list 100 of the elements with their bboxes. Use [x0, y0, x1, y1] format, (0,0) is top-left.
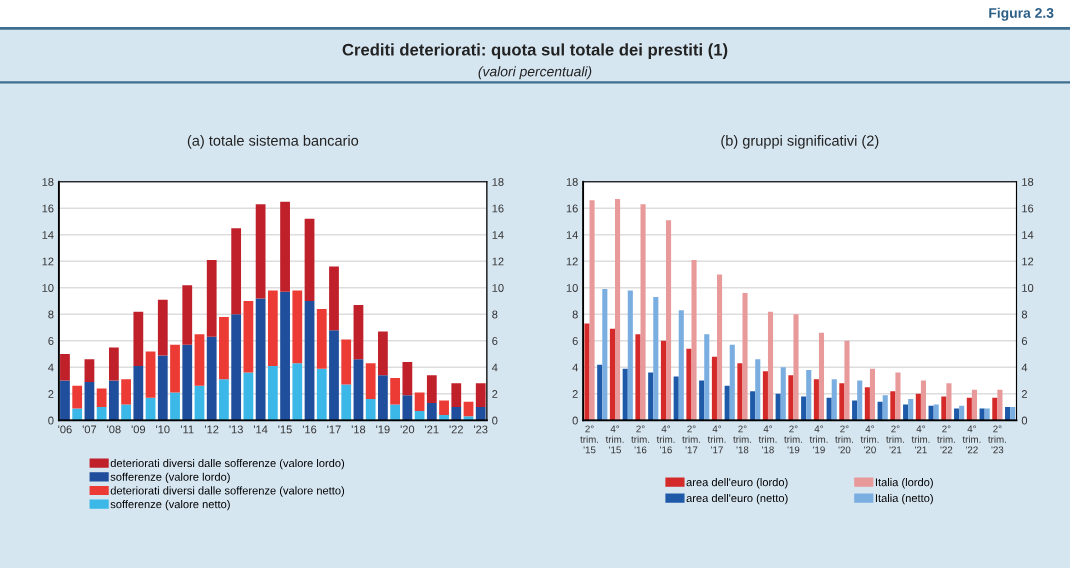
bar: [954, 408, 960, 421]
x-tick-label: '08: [107, 425, 121, 434]
bar: [704, 334, 710, 421]
y-tick-label: 10: [566, 284, 578, 292]
y2-tick-label: 12: [492, 257, 504, 266]
y-tick-label: 18: [566, 178, 578, 186]
bar: [206, 336, 217, 421]
bar: [895, 372, 901, 421]
bar: [724, 385, 730, 421]
bar: [699, 380, 705, 421]
bar: [691, 259, 697, 421]
chart-title: (a) totale sistema bancario: [187, 135, 359, 149]
y2-tick-label: 14: [1022, 231, 1034, 239]
bar: [145, 351, 156, 398]
y2-tick-label: 16: [1022, 204, 1034, 213]
chart-title: (b) gruppi significativi (2): [721, 135, 879, 149]
x-tick-label: '13: [229, 425, 243, 434]
y-tick-label: 16: [42, 204, 54, 213]
bar: [818, 332, 825, 421]
x-tick-label: 2° trim. '20: [835, 425, 853, 454]
bar: [60, 354, 70, 381]
bar: [353, 359, 364, 421]
bar: [966, 397, 972, 421]
bar: [589, 200, 595, 421]
x-tick-label: 2° trim. '15: [580, 425, 599, 454]
y-tick-label: 0: [572, 416, 578, 425]
text: (valori percentuali): [478, 66, 592, 80]
bar: [72, 408, 83, 421]
bar: [316, 308, 327, 369]
legend-label: area dell'euro (netto): [686, 493, 788, 505]
y2-tick-label: 12: [1022, 257, 1034, 266]
bar: [341, 384, 352, 421]
y-tick-label: 16: [566, 204, 578, 213]
y2-tick-label: 8: [1021, 310, 1028, 319]
bar: [755, 359, 761, 421]
y-tick-label: 12: [42, 257, 54, 266]
bar: [780, 367, 786, 421]
x-tick-label: '22: [449, 425, 463, 434]
bar: [365, 363, 376, 400]
y-tick-label: 2: [48, 390, 54, 398]
y2-tick-label: 6: [1021, 337, 1028, 345]
x-tick-label: '20: [400, 425, 415, 434]
y2-tick-label: 0: [492, 416, 498, 425]
y2-tick-label: 18: [492, 178, 504, 186]
x-tick-label: '11: [180, 425, 194, 434]
bar: [182, 344, 193, 421]
bar: [133, 311, 144, 366]
x-tick-label: 4° trim. '19: [809, 425, 828, 454]
bar: [933, 404, 939, 421]
bar: [584, 323, 590, 421]
bar: [243, 301, 254, 373]
bar: [206, 259, 217, 337]
bar: [439, 400, 449, 416]
x-tick-label: 2° trim. '19: [784, 425, 803, 454]
bar: [767, 311, 774, 421]
bar: [365, 399, 376, 421]
bar: [737, 363, 743, 421]
bar: [121, 404, 131, 421]
bar: [653, 297, 659, 421]
bar: [329, 330, 339, 421]
bar: [992, 397, 998, 421]
bar: [255, 204, 266, 299]
x-tick-label: 2° trim. '22: [937, 425, 955, 454]
x-tick-label: '09: [131, 425, 146, 434]
bar: [852, 400, 858, 421]
bar: [267, 290, 278, 366]
bar: [946, 383, 952, 421]
y2-tick-label: 2: [1021, 390, 1027, 398]
legend-label: deteriorati diversi dalle sofferenze (valore lordo): [110, 458, 345, 470]
bar: [292, 363, 303, 421]
x-tick-label: 4° trim. '15: [605, 425, 624, 454]
x-tick-label: '18: [351, 425, 366, 434]
y2-tick-label: 8: [492, 310, 498, 319]
bar: [801, 396, 807, 421]
bar: [231, 228, 242, 315]
legend-label: Italia (netto): [875, 493, 933, 505]
bar: [597, 364, 603, 421]
bar: [635, 334, 641, 421]
x-tick-label: 4° trim. '21: [911, 425, 930, 454]
bar: [402, 395, 413, 421]
bar: [194, 334, 205, 386]
y2-tick-label: 6: [492, 337, 498, 345]
bar: [170, 392, 180, 421]
bar: [882, 395, 888, 421]
bar: [908, 399, 914, 421]
bar: [857, 380, 863, 421]
bar: [729, 344, 735, 421]
bar: [414, 392, 425, 412]
bar: [157, 299, 168, 356]
legend-label: sofferenze (valore lordo): [110, 472, 230, 483]
bar: [609, 328, 616, 421]
legend-label: area dell'euro (lordo): [686, 478, 788, 489]
y-tick-label: 12: [566, 257, 578, 266]
bar: [602, 289, 608, 421]
x-tick-label: 4° trim. '17: [707, 425, 726, 454]
x-tick-label: 4° trim. '16: [656, 425, 675, 454]
bar: [864, 387, 870, 421]
y-tick-label: 0: [48, 416, 54, 425]
y-tick-label: 8: [48, 310, 54, 319]
bar: [903, 404, 909, 421]
